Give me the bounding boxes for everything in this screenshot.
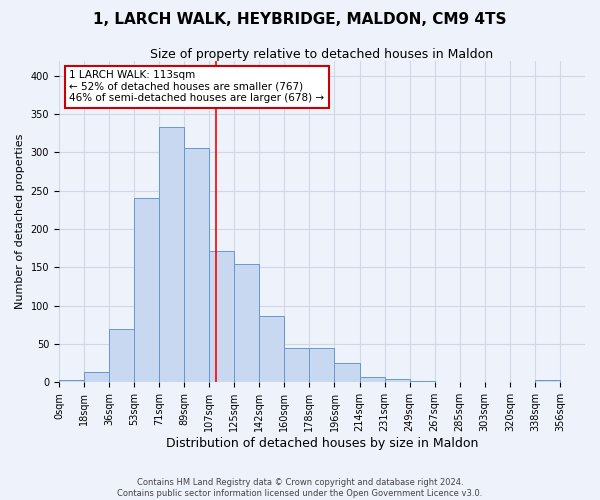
Bar bbox=[310, 348, 334, 382]
Bar bbox=[334, 363, 359, 382]
Bar bbox=[134, 198, 159, 382]
Bar bbox=[159, 127, 184, 382]
Bar bbox=[84, 372, 109, 382]
Text: 1 LARCH WALK: 113sqm
← 52% of detached houses are smaller (767)
46% of semi-deta: 1 LARCH WALK: 113sqm ← 52% of detached h… bbox=[70, 70, 325, 103]
Bar bbox=[234, 264, 259, 382]
Bar bbox=[359, 377, 385, 382]
Bar bbox=[209, 250, 234, 382]
Bar bbox=[59, 380, 84, 382]
X-axis label: Distribution of detached houses by size in Maldon: Distribution of detached houses by size … bbox=[166, 437, 478, 450]
Bar bbox=[385, 378, 410, 382]
Bar bbox=[284, 348, 310, 382]
Bar bbox=[259, 316, 284, 382]
Bar bbox=[109, 328, 134, 382]
Title: Size of property relative to detached houses in Maldon: Size of property relative to detached ho… bbox=[151, 48, 494, 60]
Text: 1, LARCH WALK, HEYBRIDGE, MALDON, CM9 4TS: 1, LARCH WALK, HEYBRIDGE, MALDON, CM9 4T… bbox=[93, 12, 507, 28]
Bar bbox=[535, 380, 560, 382]
Y-axis label: Number of detached properties: Number of detached properties bbox=[15, 134, 25, 309]
Bar bbox=[184, 148, 209, 382]
Bar bbox=[410, 381, 434, 382]
Text: Contains HM Land Registry data © Crown copyright and database right 2024.
Contai: Contains HM Land Registry data © Crown c… bbox=[118, 478, 482, 498]
